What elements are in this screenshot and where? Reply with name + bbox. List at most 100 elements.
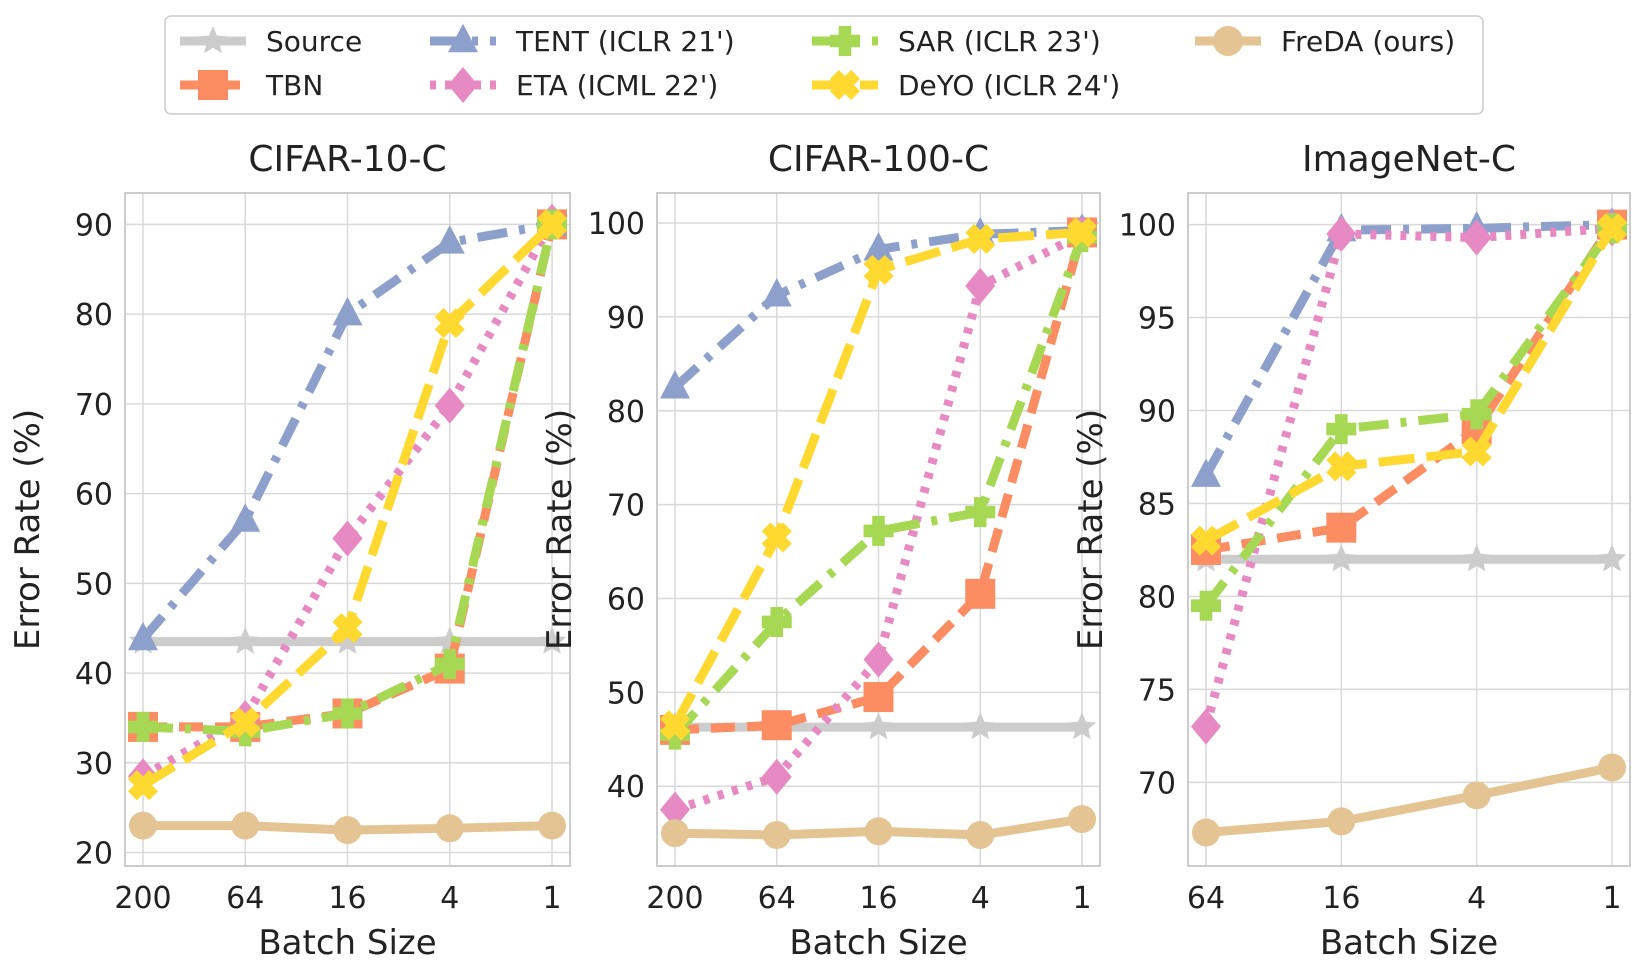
legend-item-eta: ETA (ICML 22') bbox=[430, 67, 718, 103]
data-point-freda bbox=[1192, 818, 1220, 847]
data-point-tent bbox=[1191, 458, 1221, 487]
panel-title: ImageNet-C bbox=[1302, 139, 1516, 180]
y-tick-label: 30 bbox=[75, 747, 113, 782]
legend-item-deyo: DeYO (ICLR 24') bbox=[812, 69, 1120, 102]
y-tick-label: 90 bbox=[75, 208, 113, 243]
data-point-deyo bbox=[1596, 213, 1628, 244]
data-point-deyo bbox=[1066, 217, 1098, 248]
data-point-deyo bbox=[761, 522, 792, 553]
data-point-source bbox=[230, 626, 260, 654]
x-tick-label: 64 bbox=[1187, 881, 1225, 916]
y-tick-label: 60 bbox=[607, 582, 645, 617]
panel-2: ImageNet-C 70 75 80 85 90 95 100 64 16 4 1 Batch Siz… bbox=[1071, 139, 1631, 963]
legend-marker-source bbox=[198, 26, 228, 54]
data-point-sar bbox=[1326, 414, 1357, 445]
data-point-source bbox=[965, 712, 995, 740]
data-point-source bbox=[1327, 544, 1356, 572]
data-point-tent bbox=[332, 296, 363, 326]
data-point-freda bbox=[129, 811, 157, 840]
y-tick-label: 75 bbox=[1138, 673, 1176, 708]
y-tick-label: 40 bbox=[607, 770, 645, 805]
series-tent bbox=[1191, 207, 1627, 487]
series-tent bbox=[128, 207, 567, 651]
data-point-source bbox=[333, 626, 362, 654]
y-tick-label: 50 bbox=[607, 676, 645, 711]
x-tick-label: 64 bbox=[758, 881, 796, 916]
plot-frame bbox=[1187, 192, 1631, 867]
x-tick-label: 200 bbox=[114, 881, 171, 916]
data-point-deyo bbox=[332, 613, 363, 644]
series-line-deyo bbox=[1203, 225, 1616, 545]
data-point-sar bbox=[332, 698, 363, 729]
data-point-freda bbox=[333, 816, 362, 845]
data-point-tent bbox=[863, 232, 894, 261]
plot-frame bbox=[124, 192, 571, 867]
panel-title: CIFAR-100-C bbox=[768, 139, 989, 180]
data-point-eta bbox=[965, 267, 996, 304]
data-point-deyo bbox=[863, 254, 894, 286]
data-point-source bbox=[1597, 544, 1627, 572]
y-tick-label: 70 bbox=[607, 489, 645, 524]
data-point-sar bbox=[128, 711, 158, 742]
data-point-freda bbox=[538, 811, 566, 840]
data-point-sar bbox=[660, 719, 690, 750]
x-tick-label: 1 bbox=[1602, 881, 1621, 916]
data-point-tent bbox=[434, 225, 465, 254]
data-point-eta bbox=[434, 387, 465, 424]
panel-0: CIFAR-10-C 20 30 40 50 60 70 80 90 200 64 16 4 1 Batch… bbox=[8, 139, 571, 963]
series-line-eta bbox=[140, 219, 556, 781]
panel-title: CIFAR-10-C bbox=[248, 139, 446, 180]
x-tick-label: 4 bbox=[1467, 881, 1486, 916]
data-point-tent bbox=[761, 278, 792, 307]
y-tick-label: 80 bbox=[1138, 580, 1176, 615]
data-point-freda bbox=[661, 819, 689, 848]
x-axis-label: Batch Size bbox=[1320, 923, 1498, 963]
legend-label-tbn: TBN bbox=[265, 69, 323, 102]
data-point-freda bbox=[435, 814, 464, 843]
y-tick-label: 90 bbox=[607, 301, 645, 336]
data-point-source bbox=[537, 626, 567, 654]
data-point-freda bbox=[1068, 805, 1096, 834]
legend-marker-freda bbox=[1213, 26, 1243, 56]
data-point-tbn bbox=[965, 578, 996, 609]
y-tick-label: 95 bbox=[1138, 302, 1176, 337]
y-axis-label: Error Rate (%) bbox=[8, 409, 48, 650]
legend-label-sar: SAR (ICLR 23') bbox=[898, 25, 1101, 58]
data-point-sar bbox=[1461, 399, 1492, 430]
y-tick-label: 50 bbox=[75, 567, 113, 602]
legend-item-freda: FreDA (ours) bbox=[1195, 25, 1455, 58]
data-point-deyo bbox=[230, 707, 261, 738]
x-axis-label: Batch Size bbox=[258, 923, 436, 963]
data-point-sar bbox=[1191, 590, 1221, 621]
data-point-freda bbox=[966, 821, 995, 850]
data-point-eta bbox=[1191, 708, 1221, 745]
legend-label-freda: FreDA (ours) bbox=[1281, 25, 1455, 58]
data-point-freda bbox=[1327, 807, 1356, 836]
data-point-deyo bbox=[659, 710, 691, 741]
y-tick-label: 60 bbox=[75, 478, 113, 513]
data-point-tent bbox=[128, 621, 158, 651]
data-point-source bbox=[864, 712, 893, 740]
data-point-tbn bbox=[761, 710, 792, 741]
x-tick-label: 4 bbox=[971, 881, 990, 916]
data-point-deyo bbox=[1461, 436, 1492, 467]
series-deyo bbox=[659, 217, 1098, 741]
data-point-freda bbox=[1598, 753, 1626, 782]
y-tick-label: 40 bbox=[75, 657, 113, 692]
y-axis-label: Error Rate (%) bbox=[1071, 409, 1111, 650]
series-deyo bbox=[1190, 213, 1628, 556]
x-tick-label: 4 bbox=[440, 881, 459, 916]
data-point-deyo bbox=[1326, 451, 1357, 482]
data-point-deyo bbox=[1190, 525, 1222, 556]
data-point-tent bbox=[660, 370, 690, 399]
panel-1: CIFAR-100-C 40 50 60 70 80 90 100 200 64 16 4 1 Batch… bbox=[540, 139, 1101, 963]
legend-label-tent: TENT (ICLR 21') bbox=[515, 25, 735, 58]
series-line-eta bbox=[1201, 223, 1613, 728]
legend-item-tbn: TBN bbox=[180, 69, 323, 102]
legend-item-source: Source bbox=[180, 25, 362, 58]
series-line-tbn bbox=[674, 231, 1087, 735]
legend-marker-deyo bbox=[829, 69, 861, 101]
data-point-sar bbox=[761, 606, 792, 637]
data-point-sar bbox=[230, 716, 261, 747]
